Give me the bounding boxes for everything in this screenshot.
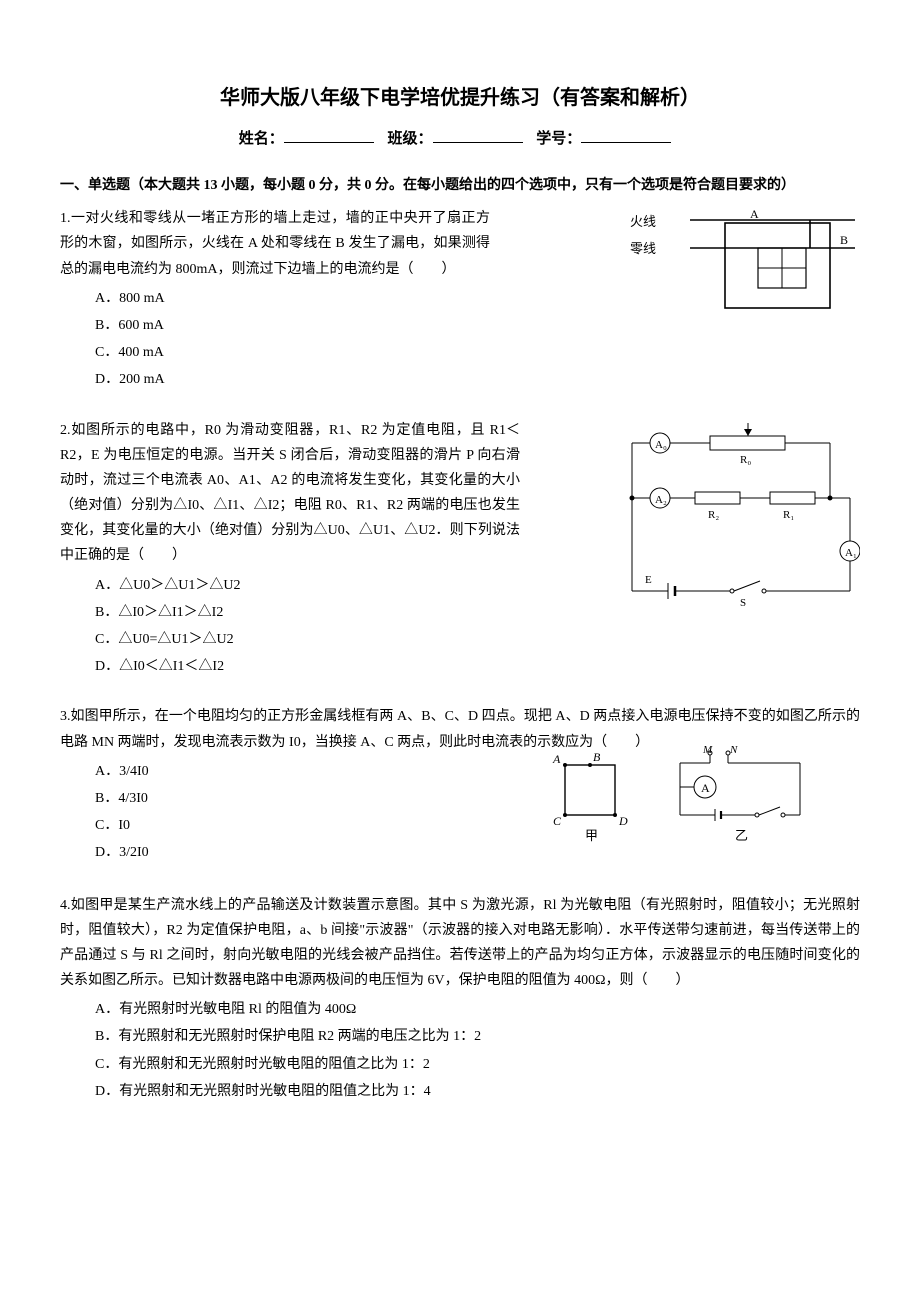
- q3-cap2: 乙: [735, 828, 748, 843]
- q4-body: 如图甲是某生产流水线上的产品输送及计数装置示意图。其中 S 为激光源，Rl 为光…: [60, 898, 860, 989]
- q3-cap1: 甲: [585, 828, 598, 843]
- q1-body: 一对火线和零线从一堵正方形的墙上走过，墙的正中央开了扇正方形的木窗，如图所示，火…: [60, 211, 490, 276]
- question-2: 2.如图所示的电路中，R0 为滑动变阻器，R1、R2 为定值电阻，且 R1＜R2…: [60, 418, 860, 680]
- q1-fig-live: 火线: [630, 214, 656, 229]
- q4-opt-b[interactable]: B．有光照射和无光照射时保护电阻 R2 两端的电压之比为 1：2: [95, 1024, 860, 1049]
- q3-opt-b[interactable]: B．4/3I0: [95, 786, 295, 811]
- q3-fig-M: M: [702, 745, 713, 756]
- section-1-header: 一、单选题（本大题共 13 小题，每小题 0 分，共 0 分。在每小题给出的四个…: [80, 173, 860, 198]
- page-title: 华师大版八年级下电学培优提升练习（有答案和解析）: [60, 80, 860, 116]
- q1-text: 1.一对火线和零线从一堵正方形的墙上走过，墙的正中央开了扇正方形的木窗，如图所示…: [60, 206, 490, 282]
- q2-fig-a0: A₀: [655, 439, 667, 451]
- name-label: 姓名：: [239, 131, 284, 147]
- q3-num: 3.: [60, 709, 71, 724]
- q2-body: 如图所示的电路中，R0 为滑动变阻器，R1、R2 为定值电阻，且 R1＜R2，E…: [60, 423, 520, 564]
- id-blank[interactable]: [581, 142, 671, 143]
- q3-body: 如图甲所示，在一个电阻均匀的正方形金属线框有两 A、B、C、D 四点。现把 A、…: [60, 709, 860, 749]
- q2-fig-r1: R₁: [783, 509, 794, 521]
- q2-fig-r0: R₀: [740, 454, 751, 466]
- q3-fig-B: B: [593, 750, 601, 764]
- question-4: 4.如图甲是某生产流水线上的产品输送及计数装置示意图。其中 S 为激光源，Rl …: [60, 893, 860, 1105]
- q2-fig-a2: A₂: [655, 494, 667, 506]
- q4-num: 4.: [60, 898, 71, 913]
- id-label: 学号：: [536, 131, 581, 147]
- student-info-line: 姓名： 班级： 学号：: [60, 126, 860, 153]
- q3-fig-A: A: [552, 752, 561, 766]
- q3-opt-c[interactable]: C．I0: [95, 813, 295, 838]
- q2-opt-d[interactable]: D．△I0＜△I1＜△I2: [95, 654, 860, 679]
- q1-num: 1.: [60, 211, 71, 226]
- q2-fig-a1: A₁: [845, 547, 857, 559]
- q4-text: 4.如图甲是某生产流水线上的产品输送及计数装置示意图。其中 S 为激光源，Rl …: [60, 893, 860, 994]
- name-blank[interactable]: [284, 142, 374, 143]
- q3-figure: A B C D 甲 M N A: [295, 745, 820, 868]
- q4-opt-a[interactable]: A．有光照射时光敏电阻 Rl 的阻值为 400Ω: [95, 997, 860, 1022]
- q2-fig-p: P: [745, 423, 751, 425]
- q1-figure: 火线 零线 A B: [630, 208, 860, 318]
- q4-opt-c[interactable]: C．有光照射和无光照射时光敏电阻的阻值之比为 1：2: [95, 1052, 860, 1077]
- q1-fig-b: B: [840, 233, 848, 247]
- q3-fig-C: C: [553, 814, 562, 828]
- q3-fig-N: N: [729, 745, 738, 756]
- q2-fig-r2: R₂: [708, 509, 719, 521]
- q3-fig-am: A: [701, 781, 710, 795]
- q2-text: 2.如图所示的电路中，R0 为滑动变阻器，R1、R2 为定值电阻，且 R1＜R2…: [60, 418, 520, 569]
- class-blank[interactable]: [433, 142, 523, 143]
- q2-num: 2.: [60, 423, 71, 438]
- q3-opt-a[interactable]: A．3/4I0: [95, 759, 295, 784]
- q2-fig-s: S: [740, 597, 746, 609]
- q4-options: A．有光照射时光敏电阻 Rl 的阻值为 400Ω B．有光照射和无光照射时保护电…: [95, 997, 860, 1104]
- question-1: 1.一对火线和零线从一堵正方形的墙上走过，墙的正中央开了扇正方形的木窗，如图所示…: [60, 206, 860, 392]
- q1-opt-c[interactable]: C．400 mA: [95, 340, 860, 365]
- q2-opt-c[interactable]: C．△U0=△U1＞△U2: [95, 627, 860, 652]
- q2-fig-e: E: [645, 574, 652, 586]
- q1-fig-a: A: [750, 208, 759, 221]
- class-label: 班级：: [387, 131, 432, 147]
- q3-options: A．3/4I0 B．4/3I0 C．I0 D．3/2I0: [95, 759, 295, 868]
- q1-opt-d[interactable]: D．200 mA: [95, 367, 860, 392]
- q1-fig-neutral: 零线: [630, 241, 656, 256]
- q3-fig-D: D: [618, 814, 628, 828]
- question-3: 3.如图甲所示，在一个电阻均匀的正方形金属线框有两 A、B、C、D 四点。现把 …: [60, 704, 860, 867]
- q3-opt-d[interactable]: D．3/2I0: [95, 840, 295, 865]
- q4-opt-d[interactable]: D．有光照射和无光照射时光敏电阻的阻值之比为 1：4: [95, 1079, 860, 1104]
- q2-figure: A₀ P R₀ A₂ R₂ R₁: [600, 423, 860, 618]
